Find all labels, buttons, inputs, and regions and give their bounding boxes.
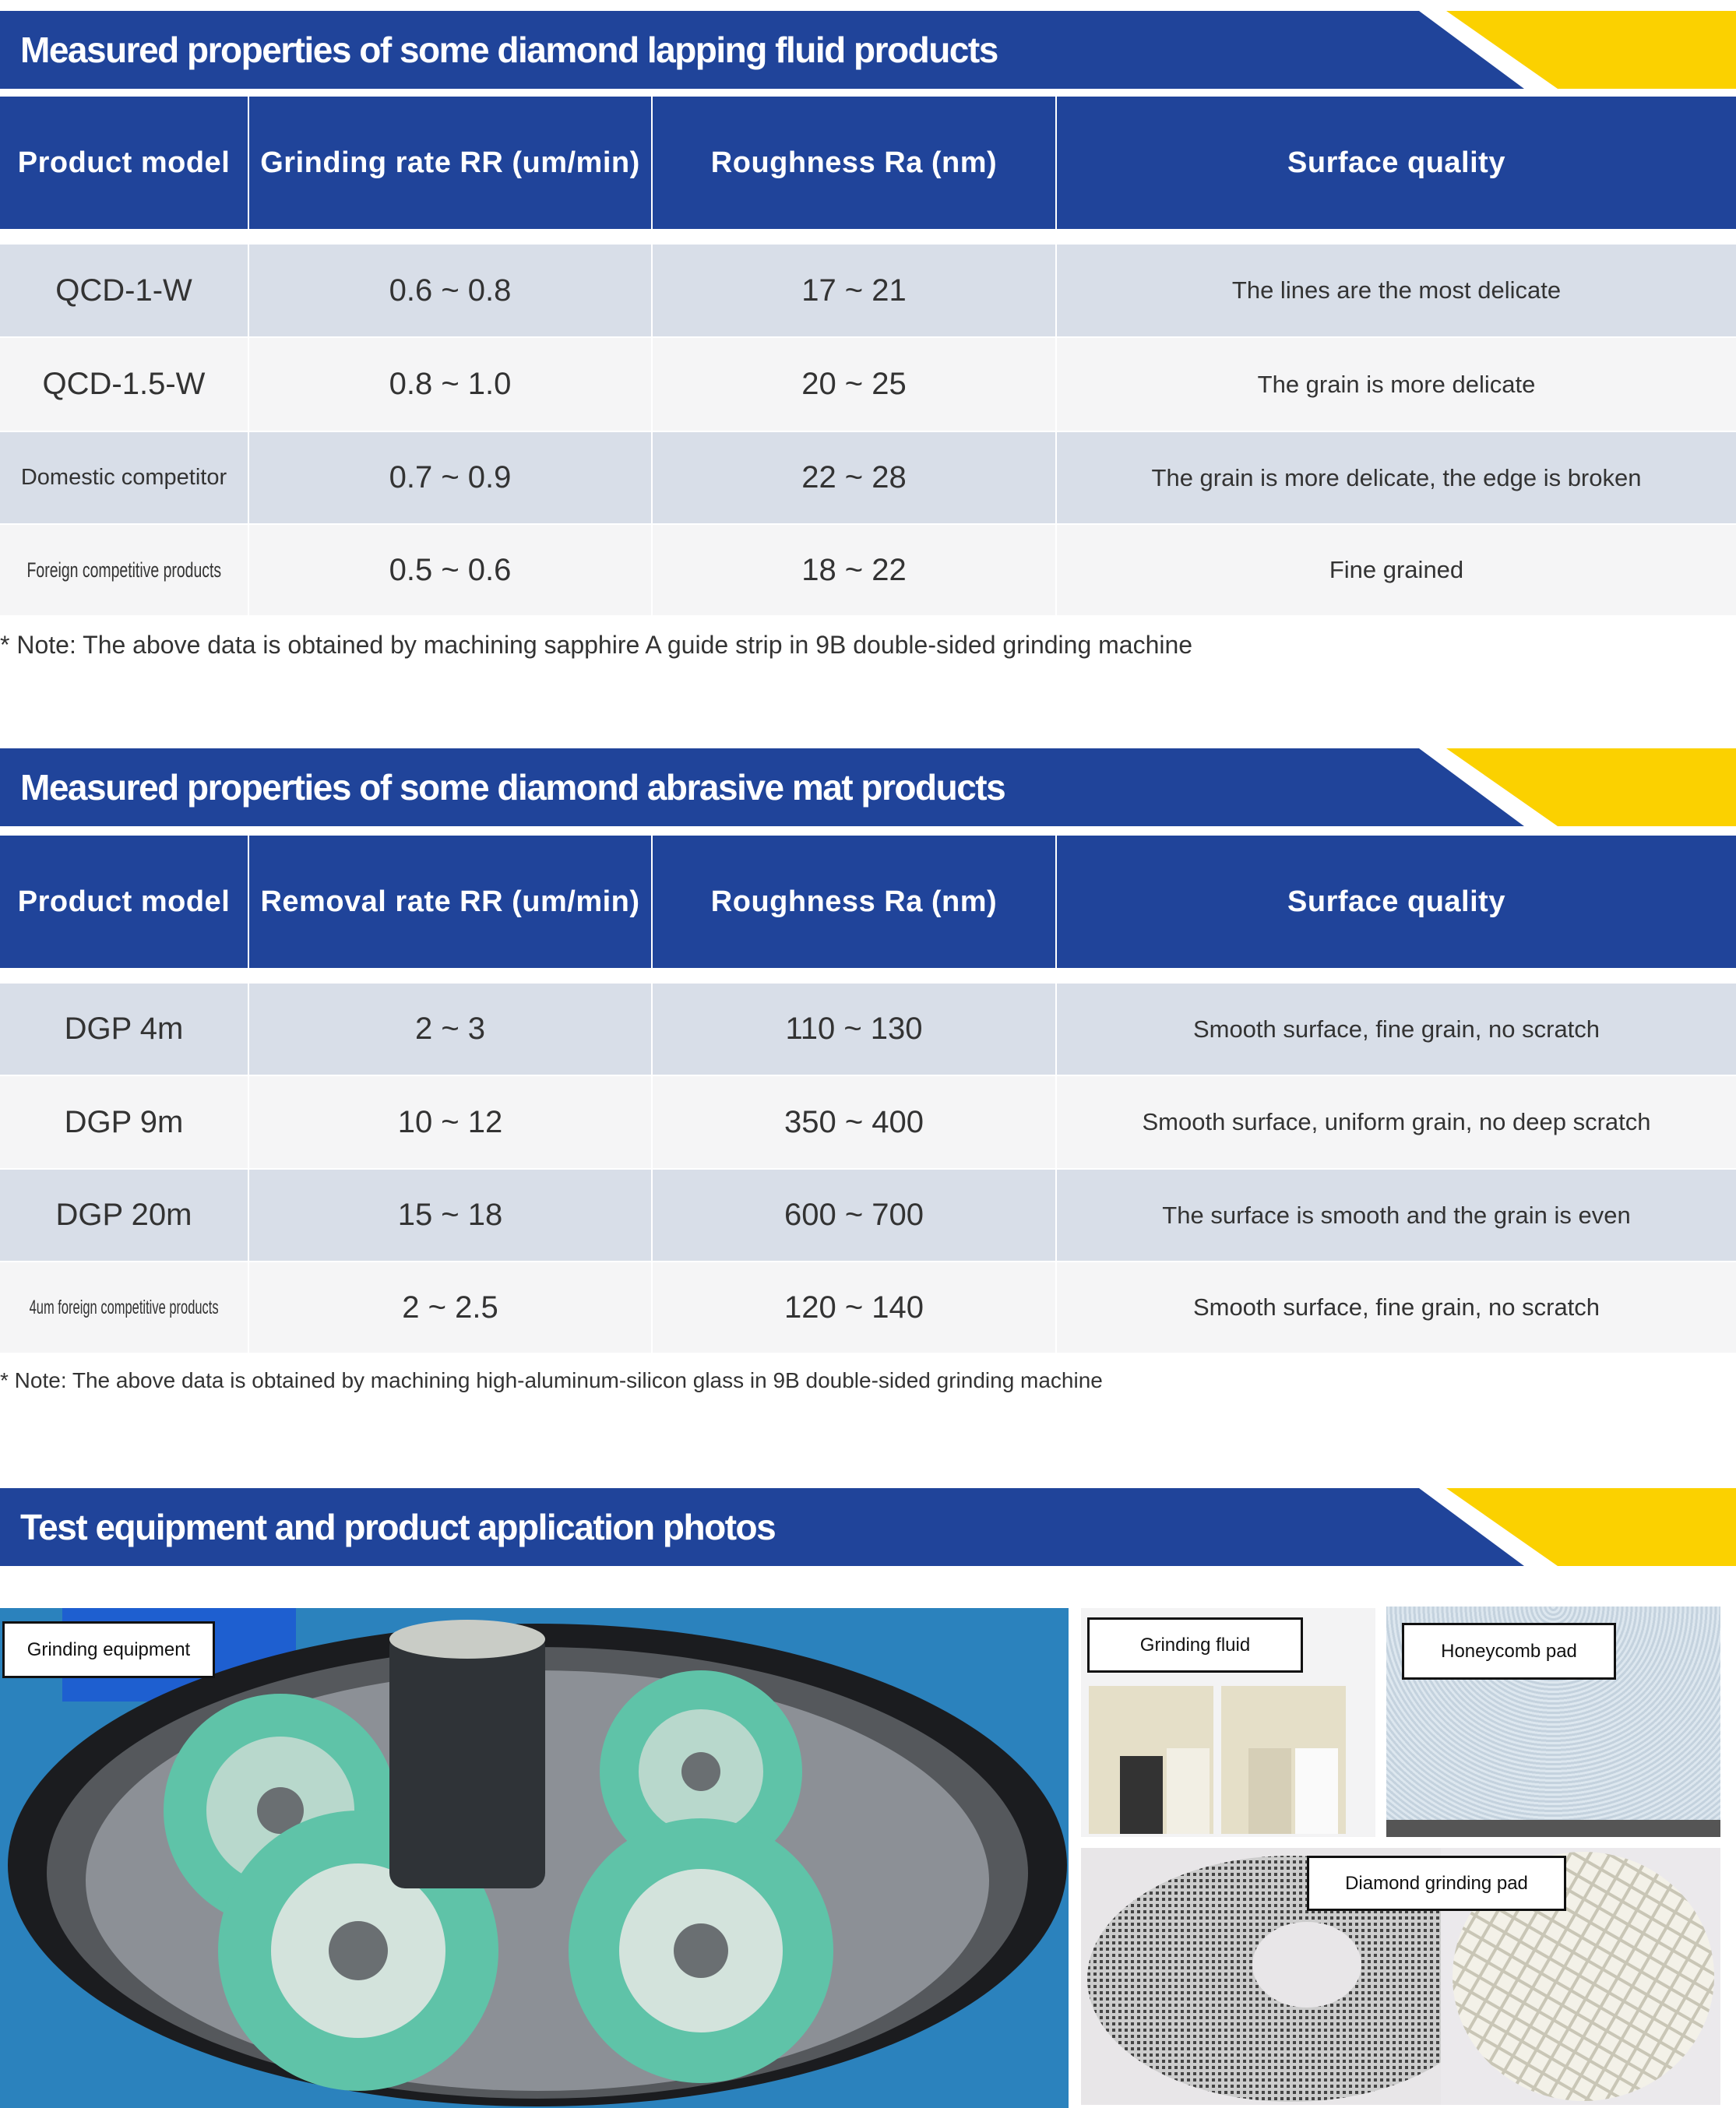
cell-roughness: 20 ~ 25 bbox=[653, 338, 1055, 431]
diamond-pad-illustration bbox=[1087, 1848, 1720, 2105]
section2-banner: Measured properties of some diamond abra… bbox=[0, 748, 1736, 826]
table-row: Foreign competitive products 0.5 ~ 0.6 1… bbox=[0, 525, 1736, 615]
header-surface-quality: Surface quality bbox=[1057, 836, 1736, 968]
cell-model: 4um foreign competitive products bbox=[0, 1262, 248, 1353]
table-row: QCD-1.5-W 0.8 ~ 1.0 20 ~ 25 The grain is… bbox=[0, 338, 1736, 431]
header-product-model: Product model bbox=[0, 97, 248, 229]
cell-roughness: 17 ~ 21 bbox=[653, 245, 1055, 336]
cell-quality: Smooth surface, uniform grain, no deep s… bbox=[1057, 1076, 1736, 1168]
cell-quality: Smooth surface, fine grain, no scratch bbox=[1057, 1262, 1736, 1353]
header-product-model: Product model bbox=[0, 836, 248, 968]
label-diamond-grinding-pad: Diamond grinding pad bbox=[1307, 1856, 1566, 1911]
table2-header: Product model Removal rate RR (um/min) R… bbox=[0, 836, 1736, 968]
banner-shape bbox=[0, 11, 1736, 89]
cell-roughness: 350 ~ 400 bbox=[653, 1076, 1055, 1168]
table-row: DGP 9m 10 ~ 12 350 ~ 400 Smooth surface,… bbox=[0, 1076, 1736, 1168]
cell-model: QCD-1.5-W bbox=[0, 338, 248, 431]
cell-model: DGP 9m bbox=[0, 1076, 248, 1168]
cell-roughness: 22 ~ 28 bbox=[653, 432, 1055, 523]
header-surface-quality: Surface quality bbox=[1057, 97, 1736, 229]
table1-header: Product model Grinding rate RR (um/min) … bbox=[0, 97, 1736, 229]
section3-title: Test equipment and product application p… bbox=[20, 1507, 776, 1547]
section3-banner: Test equipment and product application p… bbox=[0, 1488, 1736, 1566]
header-roughness: Roughness Ra (nm) bbox=[653, 97, 1055, 229]
header-grinding-rate: Grinding rate RR (um/min) bbox=[249, 97, 651, 229]
cell-model: Foreign competitive products bbox=[0, 525, 248, 615]
diamond-grinding-pad-photo: Diamond grinding pad bbox=[1081, 1848, 1720, 2105]
cell-quality: The grain is more delicate, the edge is … bbox=[1057, 432, 1736, 523]
grinding-equipment-photo: Grinding equipment bbox=[0, 1608, 1069, 2108]
table-row: DGP 4m 2 ~ 3 110 ~ 130 Smooth surface, f… bbox=[0, 984, 1736, 1075]
cell-model: DGP 20m bbox=[0, 1170, 248, 1261]
cell-rate: 15 ~ 18 bbox=[249, 1170, 651, 1261]
cell-quality: The grain is more delicate bbox=[1057, 338, 1736, 431]
table-row: DGP 20m 15 ~ 18 600 ~ 700 The surface is… bbox=[0, 1170, 1736, 1261]
cell-quality: Fine grained bbox=[1057, 525, 1736, 615]
table1-note: * Note: The above data is obtained by ma… bbox=[0, 631, 1193, 659]
equipment-illustration bbox=[0, 1608, 1069, 2108]
cell-roughness: 600 ~ 700 bbox=[653, 1170, 1055, 1261]
cell-model-text: Foreign competitive products bbox=[26, 558, 221, 582]
cell-model: QCD-1-W bbox=[0, 245, 248, 336]
cell-model-text: 4um foreign competitive products bbox=[29, 1296, 219, 1318]
cell-roughness: 110 ~ 130 bbox=[653, 984, 1055, 1075]
banner-shape bbox=[0, 1488, 1736, 1566]
fluid-bottles-illustration bbox=[1089, 1686, 1346, 1834]
section1-title: Measured properties of some diamond lapp… bbox=[20, 30, 998, 70]
cell-rate: 0.5 ~ 0.6 bbox=[249, 525, 651, 615]
cell-rate: 2 ~ 2.5 bbox=[249, 1262, 651, 1353]
table-row: Domestic competitor 0.7 ~ 0.9 22 ~ 28 Th… bbox=[0, 432, 1736, 523]
label-grinding-fluid: Grinding fluid bbox=[1087, 1617, 1303, 1673]
table-row: 4um foreign competitive products 2 ~ 2.5… bbox=[0, 1262, 1736, 1353]
section2-title: Measured properties of some diamond abra… bbox=[20, 767, 1006, 808]
section1-banner: Measured properties of some diamond lapp… bbox=[0, 11, 1736, 89]
grinding-fluid-photo: Grinding fluid bbox=[1081, 1608, 1375, 1837]
cell-rate: 0.6 ~ 0.8 bbox=[249, 245, 651, 336]
header-removal-rate: Removal rate RR (um/min) bbox=[249, 836, 651, 968]
cell-rate: 0.7 ~ 0.9 bbox=[249, 432, 651, 523]
pad-edge bbox=[1386, 1820, 1720, 1837]
cell-rate: 0.8 ~ 1.0 bbox=[249, 338, 651, 431]
cell-roughness: 18 ~ 22 bbox=[653, 525, 1055, 615]
honeycomb-pad-photo: Honeycomb pad bbox=[1386, 1607, 1720, 1837]
cell-roughness: 120 ~ 140 bbox=[653, 1262, 1055, 1353]
cell-quality: Smooth surface, fine grain, no scratch bbox=[1057, 984, 1736, 1075]
cell-quality: The lines are the most delicate bbox=[1057, 245, 1736, 336]
table-row: QCD-1-W 0.6 ~ 0.8 17 ~ 21 The lines are … bbox=[0, 245, 1736, 336]
cell-model: Domestic competitor bbox=[0, 432, 248, 523]
banner-shape bbox=[0, 748, 1736, 826]
cell-quality: The surface is smooth and the grain is e… bbox=[1057, 1170, 1736, 1261]
cell-rate: 10 ~ 12 bbox=[249, 1076, 651, 1168]
label-honeycomb-pad: Honeycomb pad bbox=[1402, 1623, 1616, 1680]
label-grinding-equipment: Grinding equipment bbox=[2, 1621, 215, 1678]
header-roughness: Roughness Ra (nm) bbox=[653, 836, 1055, 968]
table2-note: * Note: The above data is obtained by ma… bbox=[0, 1368, 1103, 1392]
cell-rate: 2 ~ 3 bbox=[249, 984, 651, 1075]
cell-model: DGP 4m bbox=[0, 984, 248, 1075]
